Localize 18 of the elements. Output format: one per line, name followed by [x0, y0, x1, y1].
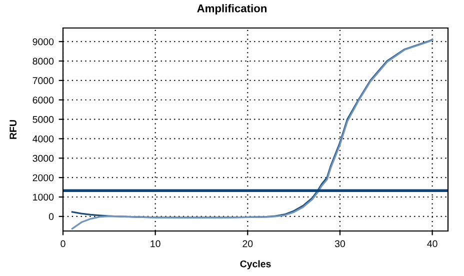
- x-tick-label: 10: [150, 240, 160, 248]
- y-tick-label: 0: [48, 213, 54, 220]
- y-tick-label: 8000: [32, 58, 54, 65]
- x-tick-label: 40: [427, 240, 438, 248]
- y-tick-label: 5000: [32, 116, 54, 123]
- x-tick-label: 0: [60, 240, 66, 248]
- y-tick-label: 6000: [32, 96, 54, 104]
- y-tick-label: 1000: [33, 194, 54, 201]
- chart-title: Amplification: [197, 4, 266, 14]
- x-axis-title: Cycles: [240, 260, 271, 270]
- y-axis-title: RFU: [10, 120, 17, 139]
- x-tick-label: 30: [334, 240, 346, 248]
- y-tick-label: 9000: [32, 38, 54, 46]
- y-tick-label: 3000: [32, 154, 54, 162]
- y-tick-label: 7000: [32, 77, 54, 84]
- y-tick-label: 4000: [32, 135, 54, 142]
- x-tick-label: 20: [242, 240, 253, 248]
- y-tick-label: 2000: [32, 174, 54, 182]
